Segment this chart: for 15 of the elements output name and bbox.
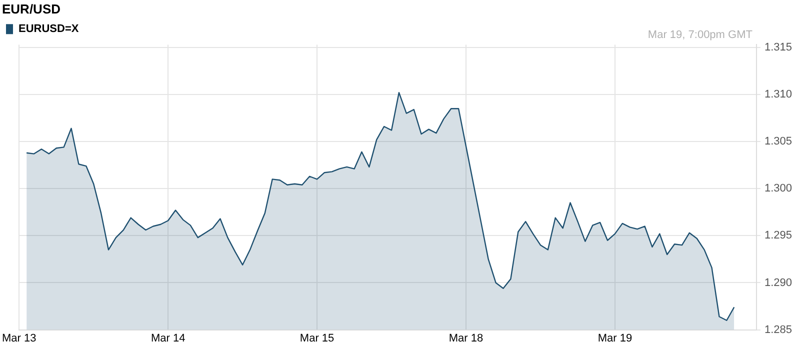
y-tick-label: 1.285 <box>764 324 792 336</box>
chart-title: EUR/USD <box>2 1 61 16</box>
x-tick-label: Mar 19 <box>598 332 632 344</box>
y-tick-label: 1.310 <box>764 88 792 101</box>
y-tick-label: 1.295 <box>764 230 792 242</box>
text: Mar 19, 7:00pm GMT <box>648 29 753 42</box>
y-tick-label: 1.300 <box>764 182 792 195</box>
x-tick-label: Mar 13 <box>2 332 36 344</box>
x-tick-label: Mar 14 <box>150 332 186 344</box>
x-tick-label: Mar 15 <box>300 332 334 344</box>
x-tick-label: Mar 18 <box>448 332 484 344</box>
y-tick-label: 1.290 <box>764 276 792 289</box>
y-tick-label: 1.315 <box>764 41 792 54</box>
legend-label: EURUSD=X <box>18 23 80 36</box>
y-tick-label: 1.305 <box>764 136 792 148</box>
